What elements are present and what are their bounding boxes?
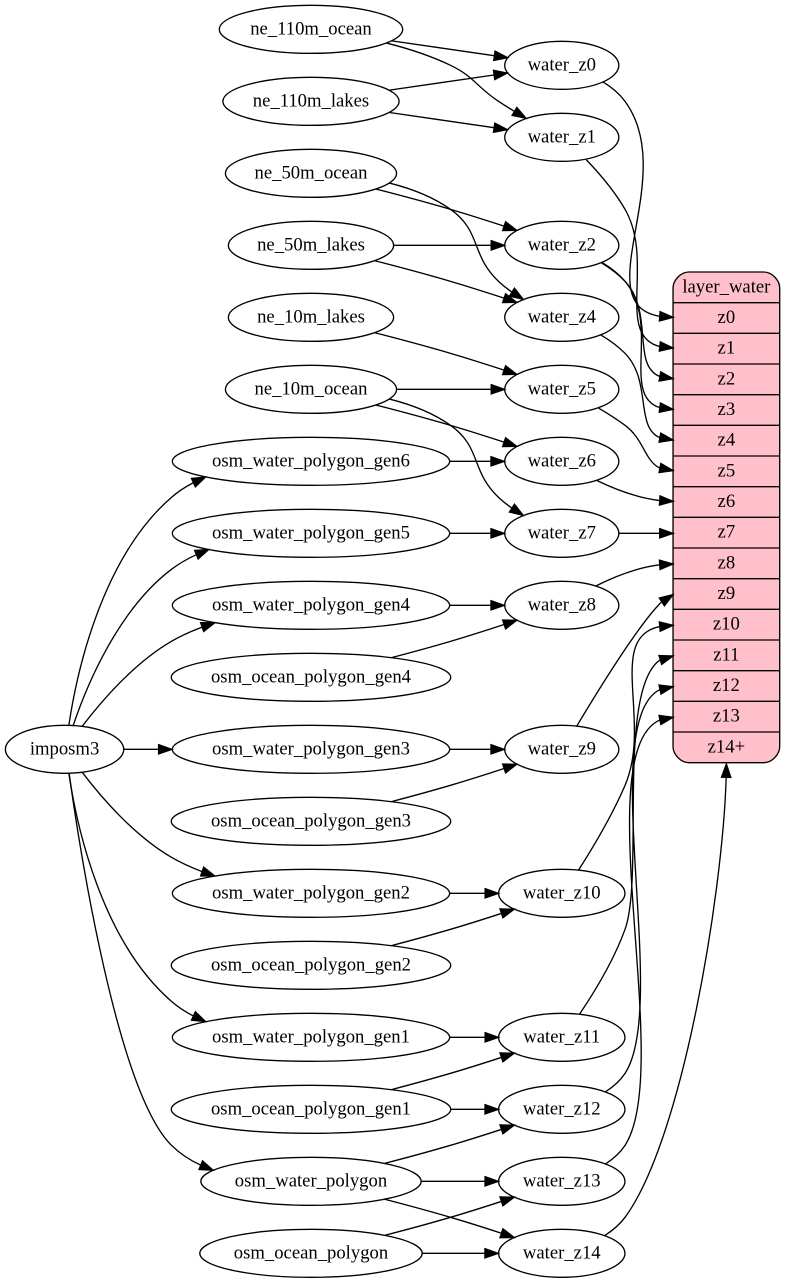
svg-text:water_z10: water_z10 xyxy=(523,882,601,903)
svg-text:z10: z10 xyxy=(713,614,740,635)
svg-text:water_z11: water_z11 xyxy=(523,1026,600,1047)
svg-text:water_z14: water_z14 xyxy=(523,1242,601,1263)
svg-text:water_z1: water_z1 xyxy=(528,126,596,147)
svg-text:imposm3: imposm3 xyxy=(30,738,99,759)
svg-text:water_z13: water_z13 xyxy=(523,1170,601,1191)
svg-text:osm_ocean_polygon_gen2: osm_ocean_polygon_gen2 xyxy=(211,954,411,975)
svg-text:osm_ocean_polygon_gen4: osm_ocean_polygon_gen4 xyxy=(211,666,412,687)
svg-text:osm_water_polygon_gen1: osm_water_polygon_gen1 xyxy=(212,1026,410,1047)
svg-text:ne_50m_ocean: ne_50m_ocean xyxy=(255,162,369,183)
svg-text:z3: z3 xyxy=(718,399,736,420)
svg-text:osm_ocean_polygon: osm_ocean_polygon xyxy=(234,1242,389,1263)
svg-text:water_z9: water_z9 xyxy=(528,738,596,759)
svg-text:z8: z8 xyxy=(718,552,736,573)
svg-text:ne_110m_ocean: ne_110m_ocean xyxy=(250,18,372,39)
svg-text:osm_water_polygon_gen2: osm_water_polygon_gen2 xyxy=(212,882,410,903)
svg-text:z0: z0 xyxy=(718,307,736,328)
svg-text:water_z6: water_z6 xyxy=(528,450,596,471)
svg-text:ne_10m_ocean: ne_10m_ocean xyxy=(255,378,369,399)
svg-text:water_z4: water_z4 xyxy=(528,306,597,327)
svg-text:z4: z4 xyxy=(718,430,736,451)
svg-text:osm_water_polygon_gen3: osm_water_polygon_gen3 xyxy=(212,738,410,759)
svg-text:osm_water_polygon: osm_water_polygon xyxy=(235,1170,388,1191)
svg-text:z12: z12 xyxy=(713,675,740,696)
svg-text:z9: z9 xyxy=(718,583,736,604)
svg-text:water_z12: water_z12 xyxy=(523,1098,601,1119)
svg-text:z11: z11 xyxy=(713,644,739,665)
svg-text:water_z7: water_z7 xyxy=(528,522,596,543)
svg-text:z13: z13 xyxy=(713,706,740,727)
svg-text:water_z2: water_z2 xyxy=(528,234,596,255)
svg-text:osm_ocean_polygon_gen1: osm_ocean_polygon_gen1 xyxy=(211,1098,411,1119)
svg-text:water_z5: water_z5 xyxy=(528,378,596,399)
svg-text:z1: z1 xyxy=(718,338,736,359)
svg-text:osm_ocean_polygon_gen3: osm_ocean_polygon_gen3 xyxy=(211,810,411,831)
svg-text:z6: z6 xyxy=(718,491,736,512)
svg-text:z5: z5 xyxy=(718,460,736,481)
svg-text:z2: z2 xyxy=(718,368,736,389)
svg-text:ne_50m_lakes: ne_50m_lakes xyxy=(257,234,365,255)
svg-text:water_z0: water_z0 xyxy=(528,54,596,75)
svg-text:osm_water_polygon_gen5: osm_water_polygon_gen5 xyxy=(212,522,410,543)
svg-text:z14+: z14+ xyxy=(708,736,745,757)
svg-text:layer_water: layer_water xyxy=(682,276,771,297)
svg-text:ne_10m_lakes: ne_10m_lakes xyxy=(257,306,365,327)
svg-text:ne_110m_lakes: ne_110m_lakes xyxy=(253,90,369,111)
svg-text:osm_water_polygon_gen4: osm_water_polygon_gen4 xyxy=(212,594,411,615)
svg-text:water_z8: water_z8 xyxy=(528,594,596,615)
svg-text:z7: z7 xyxy=(718,522,736,543)
svg-text:osm_water_polygon_gen6: osm_water_polygon_gen6 xyxy=(212,450,410,471)
